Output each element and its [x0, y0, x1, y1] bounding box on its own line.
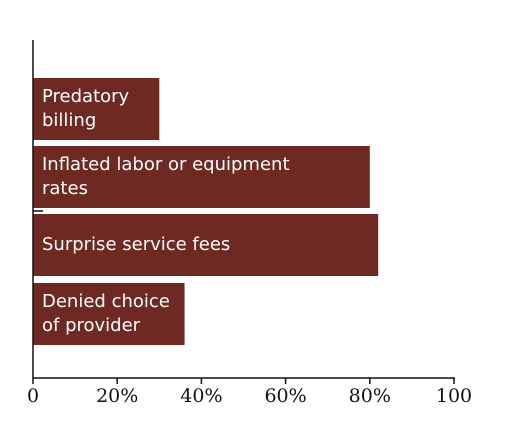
bar-2: [33, 146, 370, 208]
x-tick-label: 60%: [264, 385, 306, 407]
bar-label-line: billing: [42, 110, 96, 131]
bar-label-2: Inflated labor or equipment rates: [42, 154, 290, 199]
x-tick-label: 20%: [96, 385, 138, 407]
bar-label-line: Predatory: [42, 86, 130, 107]
bar-3: [33, 214, 379, 276]
bars-group: [33, 78, 379, 345]
bar-label-line: rates: [42, 178, 88, 199]
x-tick-label: 80%: [349, 385, 391, 407]
bar-label-line: Surprise service fees: [42, 234, 230, 255]
bar-label-4: Denied choice of provider: [42, 291, 170, 336]
bar-labels-group: Predatory billing Inflated labor or equipm…: [42, 86, 290, 336]
bar-label-3: Surprise service fees: [42, 234, 230, 255]
bar-label-line: Denied choice: [42, 291, 170, 312]
x-tick-label: 100: [436, 385, 472, 407]
bar-label-1: Predatory billing: [42, 86, 130, 131]
x-tick-label: 0: [27, 385, 39, 407]
bar-label-line: Inflated labor or equipment: [42, 154, 290, 175]
bar-1: [33, 78, 160, 140]
bar-4: [33, 283, 185, 345]
x-ticks-group: 0 20% 40% 60% 80% 100: [27, 378, 472, 407]
bar-label-line: of provider: [42, 315, 141, 336]
x-tick-label: 40%: [180, 385, 222, 407]
